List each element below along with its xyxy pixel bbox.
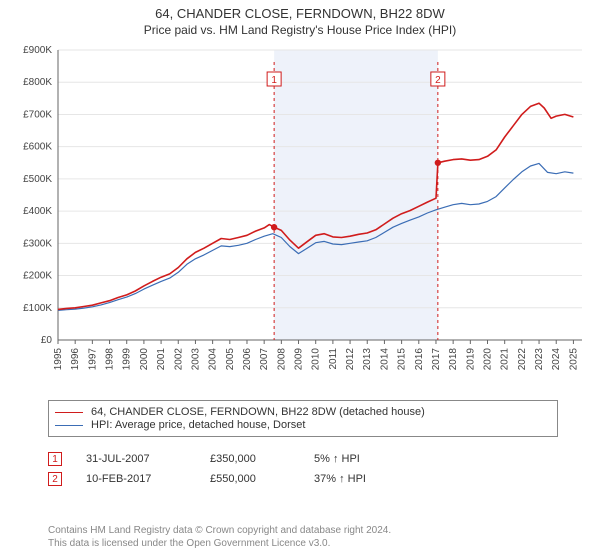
sale-diff: 5% ↑ HPI: [314, 453, 404, 465]
legend-swatch: [55, 425, 83, 426]
legend-label: HPI: Average price, detached house, Dors…: [91, 419, 305, 431]
svg-text:2004: 2004: [208, 348, 219, 371]
footer-attribution: Contains HM Land Registry data © Crown c…: [48, 524, 558, 550]
svg-text:2010: 2010: [311, 348, 322, 371]
svg-text:2016: 2016: [414, 348, 425, 371]
svg-text:2025: 2025: [568, 348, 579, 371]
svg-text:2: 2: [435, 75, 441, 86]
sale-date: 31-JUL-2007: [86, 453, 186, 465]
svg-text:2007: 2007: [259, 348, 270, 371]
sale-row: 2 10-FEB-2017 £550,000 37% ↑ HPI: [48, 472, 558, 486]
svg-text:£800K: £800K: [23, 77, 52, 88]
svg-text:2013: 2013: [362, 348, 373, 371]
svg-text:£100K: £100K: [23, 303, 52, 314]
sale-row: 1 31-JUL-2007 £350,000 5% ↑ HPI: [48, 452, 558, 466]
svg-text:2002: 2002: [173, 348, 184, 371]
sale-diff: 37% ↑ HPI: [314, 473, 404, 485]
svg-text:£700K: £700K: [23, 109, 52, 120]
svg-text:£300K: £300K: [23, 238, 52, 249]
svg-text:2000: 2000: [139, 348, 150, 371]
svg-text:2012: 2012: [345, 348, 356, 371]
footer-line: Contains HM Land Registry data © Crown c…: [48, 524, 558, 537]
svg-text:2006: 2006: [242, 348, 253, 371]
sale-price: £350,000: [210, 453, 290, 465]
legend-item-hpi: HPI: Average price, detached house, Dors…: [55, 419, 551, 431]
svg-text:2021: 2021: [500, 348, 511, 371]
legend: 64, CHANDER CLOSE, FERNDOWN, BH22 8DW (d…: [48, 400, 558, 437]
sale-marker-icon: 2: [48, 472, 62, 486]
svg-text:£200K: £200K: [23, 271, 52, 282]
svg-text:2023: 2023: [534, 348, 545, 371]
svg-text:£900K: £900K: [23, 45, 52, 56]
footer-line: This data is licensed under the Open Gov…: [48, 537, 558, 550]
svg-text:2018: 2018: [448, 348, 459, 371]
svg-text:2022: 2022: [517, 348, 528, 371]
svg-text:£600K: £600K: [23, 142, 52, 153]
svg-text:1995: 1995: [53, 348, 64, 371]
svg-text:2020: 2020: [483, 348, 494, 371]
svg-text:2019: 2019: [465, 348, 476, 371]
sale-price: £550,000: [210, 473, 290, 485]
svg-text:1: 1: [271, 75, 277, 86]
svg-text:£400K: £400K: [23, 206, 52, 217]
svg-text:1998: 1998: [105, 348, 116, 371]
sale-marker-icon: 1: [48, 452, 62, 466]
svg-text:2017: 2017: [431, 348, 442, 371]
sale-events: 1 31-JUL-2007 £350,000 5% ↑ HPI 2 10-FEB…: [48, 446, 558, 492]
svg-text:1996: 1996: [70, 348, 81, 371]
svg-text:2015: 2015: [397, 348, 408, 371]
svg-text:£0: £0: [41, 335, 53, 346]
price-chart: £0 £100K £200K £300K £400K £500K £600K £700K £80…: [10, 44, 590, 394]
svg-text:2014: 2014: [379, 348, 390, 371]
page-subtitle: Price paid vs. HM Land Registry's House …: [0, 23, 600, 37]
svg-text:1997: 1997: [87, 348, 98, 371]
legend-label: 64, CHANDER CLOSE, FERNDOWN, BH22 8DW (d…: [91, 406, 425, 418]
legend-swatch: [55, 412, 83, 413]
svg-text:2005: 2005: [225, 348, 236, 371]
svg-text:£500K: £500K: [23, 174, 52, 185]
svg-text:2009: 2009: [294, 348, 305, 371]
svg-text:2011: 2011: [328, 348, 339, 370]
sale-date: 10-FEB-2017: [86, 473, 186, 485]
svg-text:1999: 1999: [122, 348, 133, 371]
legend-item-subject: 64, CHANDER CLOSE, FERNDOWN, BH22 8DW (d…: [55, 406, 551, 418]
svg-text:2008: 2008: [276, 348, 287, 371]
svg-text:2001: 2001: [156, 348, 167, 371]
page-title: 64, CHANDER CLOSE, FERNDOWN, BH22 8DW: [0, 6, 600, 21]
svg-text:2024: 2024: [551, 348, 562, 371]
svg-text:2003: 2003: [190, 348, 201, 371]
